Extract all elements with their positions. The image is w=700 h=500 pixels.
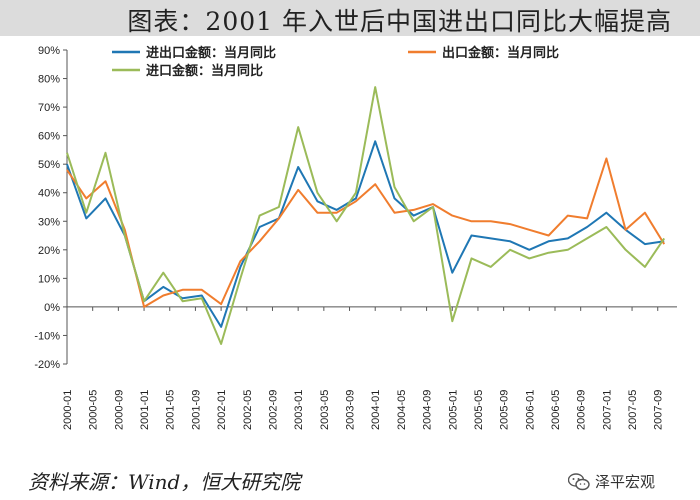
x-tick-label: 2002-09 [267, 390, 279, 430]
y-tick-label: 0% [44, 302, 60, 314]
legend-label-2: 出口金额：当月同比 [442, 45, 559, 61]
series-line-3 [66, 86, 666, 345]
x-tick-label: 2005-01 [447, 390, 459, 430]
chart-axes: -20% -10% 0% 10% 20% 30% 40% 50% 60% 70% 80% 90% 200… [34, 45, 677, 430]
legend-label-1: 进出口金额：当月同比 [146, 45, 276, 61]
x-tick-label: 2004-09 [422, 390, 434, 430]
y-tick-label: 70% [38, 102, 60, 114]
x-tick-label: 2003-05 [319, 390, 331, 430]
x-tick-label: 2005-05 [473, 390, 485, 430]
y-tick-label: 10% [38, 273, 60, 285]
x-tick-label: 2000-05 [88, 390, 100, 430]
x-tick-label: 2006-01 [524, 390, 536, 430]
x-tick-label: 2001-01 [139, 390, 151, 430]
legend-label-3: 进口金额：当月同比 [146, 63, 263, 79]
x-tick-label: 2004-01 [370, 390, 382, 430]
x-tick-label: 2001-05 [165, 390, 177, 430]
series-line-1 [66, 140, 665, 328]
x-tick-label: 2006-09 [576, 390, 588, 430]
y-tick-label: -20% [34, 359, 60, 371]
x-tick-label: 2000-09 [113, 390, 125, 430]
x-tick-label: 2007-05 [627, 390, 639, 430]
y-tick-label: 40% [38, 188, 60, 200]
y-tick-label: 90% [38, 45, 60, 57]
line-chart: -20% -10% 0% 10% 20% 30% 40% 50% 60% 70% 80% 90% 200… [34, 45, 677, 430]
y-tick-label: -10% [34, 330, 60, 342]
y-tick-label: 30% [38, 216, 60, 228]
x-tick-label: 2007-09 [653, 390, 665, 430]
y-tick-label: 50% [38, 159, 60, 171]
x-tick-label: 2000-01 [62, 390, 74, 430]
y-tick-label: 60% [38, 131, 60, 143]
x-tick-label: 2003-09 [345, 390, 357, 430]
x-tick-label: 2003-01 [293, 390, 305, 430]
page-title: 图表：2001 年入世后中国进出口同比大幅提高 [127, 7, 672, 36]
series-line-2 [66, 157, 666, 308]
y-tick-label: 20% [38, 245, 60, 257]
x-tick-label: 2006-05 [550, 390, 562, 430]
x-tick-label: 2005-09 [499, 390, 511, 430]
source-note: 资料来源：Wind，恒大研究院 [28, 470, 301, 494]
brand-name: 泽平宏观 [595, 473, 656, 491]
x-tick-label: 2004-05 [396, 390, 408, 430]
wechat-icon [568, 472, 590, 490]
x-tick-label: 2001-09 [190, 390, 202, 430]
title-bar [0, 0, 700, 36]
chart-series [66, 86, 666, 345]
brand-badge: 泽平宏观 [568, 471, 655, 492]
y-tick-label: 80% [38, 74, 60, 86]
x-tick-label: 2002-05 [242, 390, 254, 430]
x-tick-label: 2007-01 [601, 390, 613, 430]
x-tick-label: 2002-01 [216, 390, 228, 430]
